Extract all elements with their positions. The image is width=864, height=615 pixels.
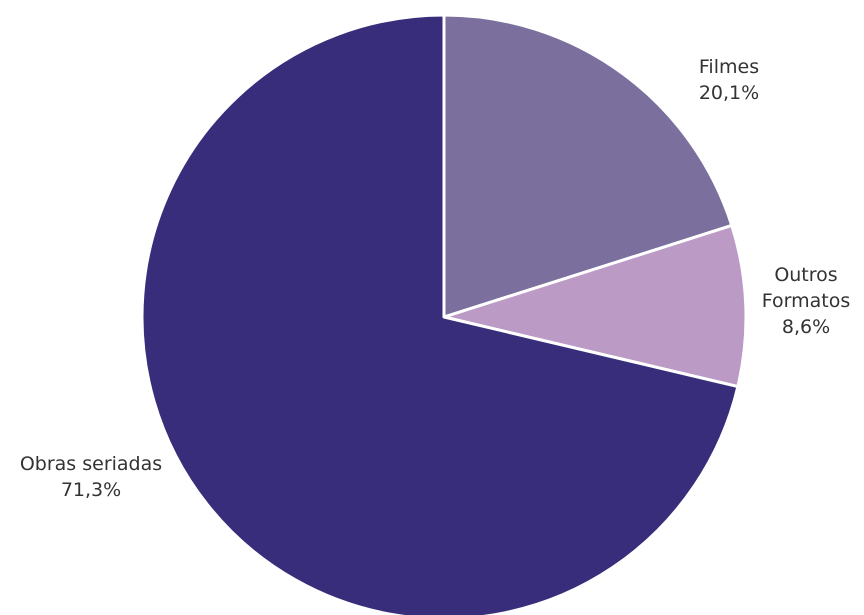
pie-label-name: Filmes (699, 56, 759, 78)
pie-label-filmes: Filmes 20,1% (699, 56, 759, 104)
pie-labels: Filmes 20,1% Outros Formatos 8,6% Obras seria… (20, 56, 850, 501)
pie-label-outros-formatos: Outros Formatos 8,6% (762, 264, 850, 338)
pie-slice-filmes (442, 13, 734, 319)
pie-slices (140, 13, 748, 615)
pie-label-name: Outros (774, 264, 837, 286)
pie-label-name: Obras seriadas (20, 453, 162, 475)
pie-slice-outros-formatos (442, 223, 748, 389)
pie-label-name: Formatos (762, 290, 850, 312)
pie-label-value: 8,6% (782, 316, 830, 338)
pie-slice-obras-seriadas (140, 13, 740, 615)
pie-label-obras-seriadas: Obras seriadas 71,3% (20, 453, 162, 501)
pie-label-value: 20,1% (699, 82, 759, 104)
pie-label-value: 71,3% (61, 479, 121, 501)
